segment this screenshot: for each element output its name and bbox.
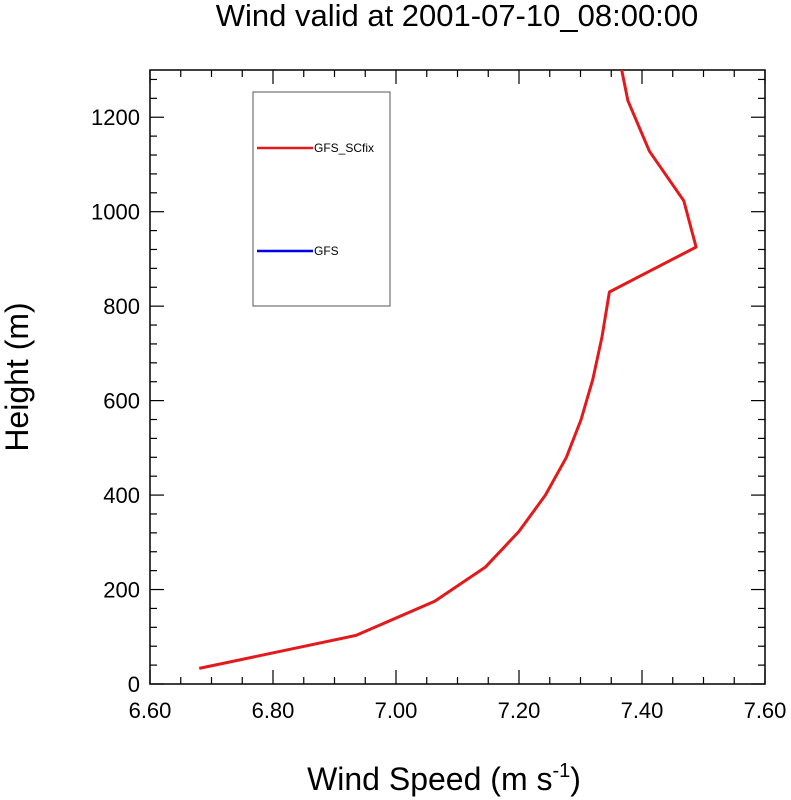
y-tick-label: 1200 <box>91 105 140 130</box>
series-layer <box>198 69 698 670</box>
y-tick-label: 1000 <box>91 200 140 225</box>
plot-border <box>149 69 766 685</box>
axis-ticks <box>149 70 766 685</box>
y-tick-label: 0 <box>128 672 140 697</box>
x-tick-label: 6.60 <box>129 698 172 723</box>
y-axis-tick-labels: 0 200 400 600 800 1000 1200 <box>91 105 140 697</box>
x-tick-label: 7.60 <box>744 698 787 723</box>
x-axis-title-close: ) <box>570 761 581 797</box>
y-tick-label: 600 <box>103 389 140 414</box>
x-tick-label: 7.40 <box>621 698 664 723</box>
x-axis-title: Wind Speed (m s-1) <box>307 760 581 797</box>
x-tick-label: 7.20 <box>498 698 541 723</box>
legend-label-gfs: GFS <box>314 244 339 258</box>
series-line-gfs-scfix <box>198 69 698 670</box>
x-tick-label: 7.00 <box>375 698 418 723</box>
x-axis-tick-labels: 6.60 6.80 7.00 7.20 7.40 7.60 <box>129 698 787 723</box>
x-tick-label: 6.80 <box>252 698 295 723</box>
plot-frame <box>149 69 766 685</box>
x-axis-title-main: Wind Speed (m s <box>307 761 552 797</box>
y-tick-label: 400 <box>103 483 140 508</box>
legend-label-gfs-scfix: GFS_SCfix <box>314 141 374 155</box>
x-axis-title-superscript: -1 <box>552 760 570 782</box>
legend: GFS_SCfix GFS <box>252 91 391 307</box>
y-axis-title: Height (m) <box>0 302 35 451</box>
legend-box <box>252 91 391 307</box>
y-tick-label: 200 <box>103 578 140 603</box>
chart-title: Wind valid at 2001-07-10_08:00:00 <box>216 0 699 33</box>
y-tick-label: 800 <box>103 294 140 319</box>
